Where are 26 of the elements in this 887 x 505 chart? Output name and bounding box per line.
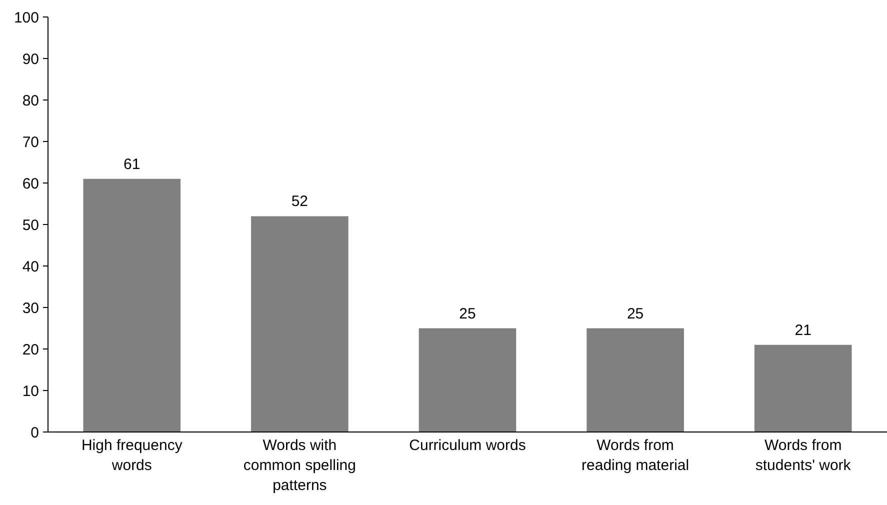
y-tick-label: 0 — [30, 424, 39, 442]
bar — [586, 328, 684, 432]
y-tick-label: 10 — [22, 382, 39, 400]
y-tick-label: 70 — [22, 134, 39, 151]
bar — [83, 178, 181, 432]
y-tick-label: 100 — [14, 9, 39, 26]
y-tick-label: 80 — [22, 92, 39, 110]
x-tick-label: Curriculum words — [409, 437, 526, 454]
data-label: 61 — [124, 156, 140, 173]
bar — [754, 344, 852, 432]
y-tick-label: 20 — [22, 341, 39, 358]
data-label: 25 — [626, 305, 644, 322]
y-tick-label: 60 — [22, 175, 39, 192]
y-tick-label: 90 — [22, 50, 39, 68]
data-label: 52 — [291, 193, 308, 210]
data-label: 21 — [794, 322, 812, 339]
x-tick-label: High frequency words — [81, 437, 183, 474]
bar — [418, 328, 516, 432]
data-label: 25 — [459, 305, 476, 322]
bar — [251, 216, 348, 432]
x-tick-label: Words from students' work — [755, 437, 852, 474]
y-tick-label: 40 — [22, 258, 39, 276]
y-tick-label: 30 — [22, 300, 39, 317]
y-tick-label: 50 — [22, 216, 39, 234]
x-tick-label: Words with common spelling patterns — [243, 437, 356, 494]
x-tick-label: Words from reading material — [582, 437, 690, 474]
